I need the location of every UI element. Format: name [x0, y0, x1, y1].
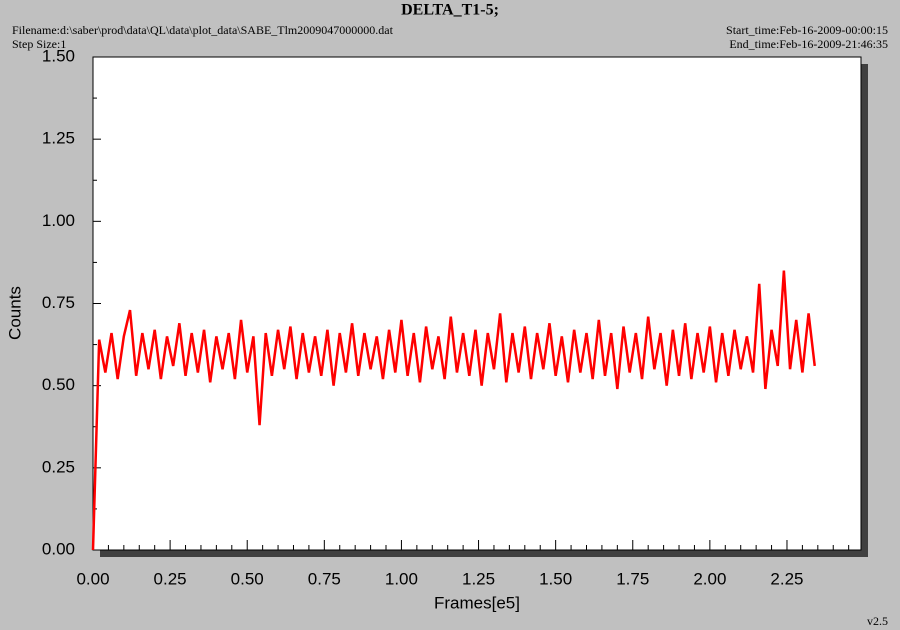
x-tick-label: 2.25 — [770, 569, 803, 588]
x-tick-label: 1.50 — [539, 569, 572, 588]
start-time: Start_time:Feb-16-2009-00:00:15 — [726, 23, 888, 37]
y-tick-label: 0.50 — [42, 375, 75, 394]
x-tick-label: 1.25 — [462, 569, 495, 588]
x-tick-label: 1.00 — [385, 569, 418, 588]
plot-area — [92, 56, 862, 551]
y-tick-label: 0.75 — [42, 293, 75, 312]
x-tick-label: 0.50 — [231, 569, 264, 588]
y-tick-label: 1.25 — [42, 129, 75, 148]
end-time: End_time:Feb-16-2009-21:46:35 — [729, 37, 888, 51]
y-axis-label: Counts — [5, 286, 24, 340]
step-size: Step Size:1 — [12, 37, 66, 51]
x-tick-label: 0.25 — [154, 569, 187, 588]
x-tick-label: 2.00 — [693, 569, 726, 588]
filename: Filename:d:\saber\prod\data\QL\data\plot… — [12, 23, 394, 37]
data-line — [91, 270, 816, 551]
y-tick-label: 1.50 — [42, 46, 75, 65]
version: v2.5 — [867, 614, 888, 628]
x-axis-label: Frames[e5] — [434, 593, 520, 612]
x-tick-label: 0.00 — [76, 569, 109, 588]
chart-title: DELTA_T1-5; — [401, 2, 499, 19]
x-tick-label: 0.75 — [308, 569, 341, 588]
y-tick-label: 0.00 — [42, 539, 75, 558]
x-tick-label: 1.75 — [616, 569, 649, 588]
y-tick-label: 0.25 — [42, 457, 75, 476]
y-tick-label: 1.00 — [42, 211, 75, 230]
